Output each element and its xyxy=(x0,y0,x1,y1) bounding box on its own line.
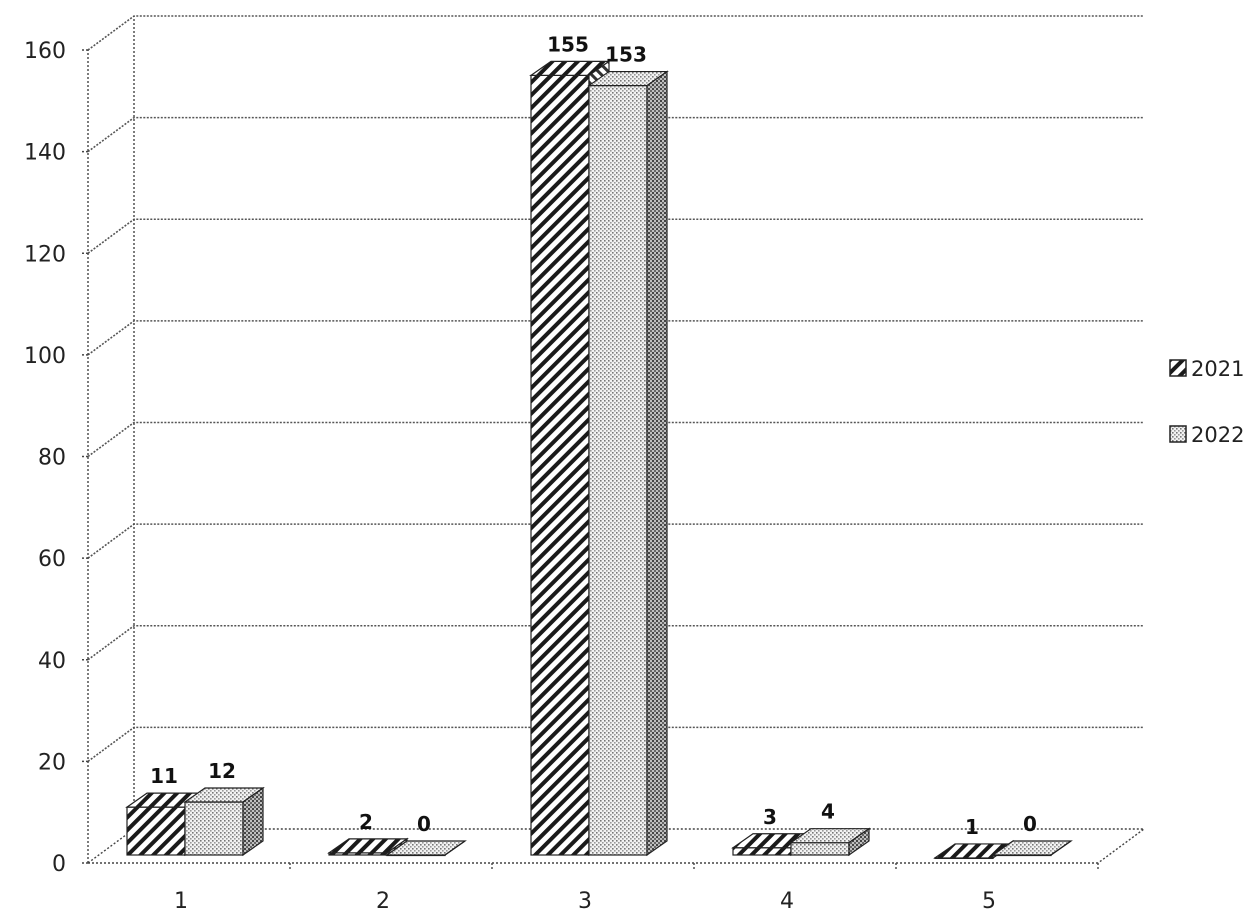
bar-2022-1 xyxy=(183,786,265,857)
bar-side xyxy=(242,786,264,857)
y-tick-label: 140 xyxy=(24,141,66,166)
legend-swatch xyxy=(1169,425,1187,443)
bars xyxy=(125,60,1073,860)
y-tick-label: 160 xyxy=(24,39,66,64)
data-label: 0 xyxy=(1023,812,1037,836)
data-labels: 11 12 2 0 155 153 3 4 1 0 xyxy=(150,32,1037,839)
bar-2022-2 xyxy=(385,840,467,857)
data-label: 3 xyxy=(763,805,777,829)
x-tick-label: 4 xyxy=(780,889,794,914)
y-tick-label: 40 xyxy=(38,649,66,674)
data-label: 155 xyxy=(547,32,589,56)
bar-2022-4 xyxy=(789,827,871,857)
x-tick-label: 2 xyxy=(376,889,390,914)
y-tick-label: 120 xyxy=(24,242,66,267)
legend-label: 2021 xyxy=(1191,357,1244,381)
data-label: 2 xyxy=(359,810,373,834)
data-label: 11 xyxy=(150,764,178,788)
legend-label: 2022 xyxy=(1191,423,1244,447)
bar-front xyxy=(184,801,244,856)
y-tick-label: 80 xyxy=(38,446,66,471)
bar-front xyxy=(588,84,648,856)
legend-swatch xyxy=(1169,359,1187,377)
bar-side xyxy=(444,840,466,856)
bar-front xyxy=(126,806,186,856)
y-tick-label: 60 xyxy=(38,547,66,572)
bar-side xyxy=(848,827,870,857)
x-tick-label: 3 xyxy=(578,889,592,914)
bar-top xyxy=(991,840,1073,856)
bar-2022-5 xyxy=(991,840,1073,857)
gridline xyxy=(87,421,1144,458)
y-tick-label: 20 xyxy=(38,750,66,775)
data-label: 4 xyxy=(821,800,835,824)
bar-front xyxy=(530,74,590,856)
floor-back-edge xyxy=(87,828,1147,864)
gridline xyxy=(87,624,1144,661)
data-label: 153 xyxy=(605,43,647,67)
bar-side xyxy=(646,70,668,857)
bar-front xyxy=(790,842,850,856)
y-tick-label: 0 xyxy=(52,852,66,877)
gridline xyxy=(87,116,1144,153)
data-label: 1 xyxy=(965,815,979,839)
bar-side xyxy=(1050,840,1072,856)
legend: 2021 2022 xyxy=(1169,357,1244,447)
x-tick-label: 1 xyxy=(174,889,188,914)
x-tick-label: 5 xyxy=(982,889,996,914)
y-tick-label: 100 xyxy=(24,344,66,369)
bar-front xyxy=(732,847,792,856)
data-label: 0 xyxy=(417,812,431,836)
data-label: 12 xyxy=(208,759,236,783)
bar-2022-3 xyxy=(587,70,669,857)
